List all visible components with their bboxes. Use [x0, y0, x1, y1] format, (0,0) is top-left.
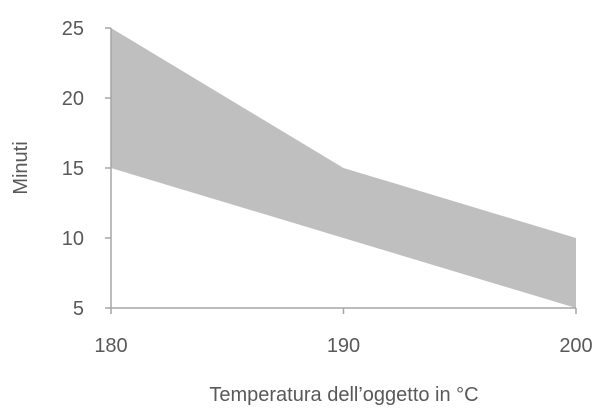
x-axis-title: Temperatura dell’oggetto in °C: [209, 384, 478, 406]
x-tick-label: 200: [559, 335, 592, 357]
x-tick-label: 190: [327, 335, 360, 357]
band-area-layer: [111, 28, 576, 308]
y-axis-title: Minuti: [10, 141, 32, 194]
y-tick-label: 20: [62, 88, 84, 110]
y-tick-label: 10: [62, 228, 84, 250]
y-tick-label: 15: [62, 158, 84, 180]
y-tick-label: 25: [62, 18, 84, 40]
y-tick-label: 5: [73, 298, 84, 320]
band-area: [111, 28, 576, 308]
x-ticks: 180 190 200: [94, 308, 593, 357]
y-ticks: 5 10 15 20 25: [62, 18, 111, 320]
x-tick-label: 180: [94, 335, 127, 357]
